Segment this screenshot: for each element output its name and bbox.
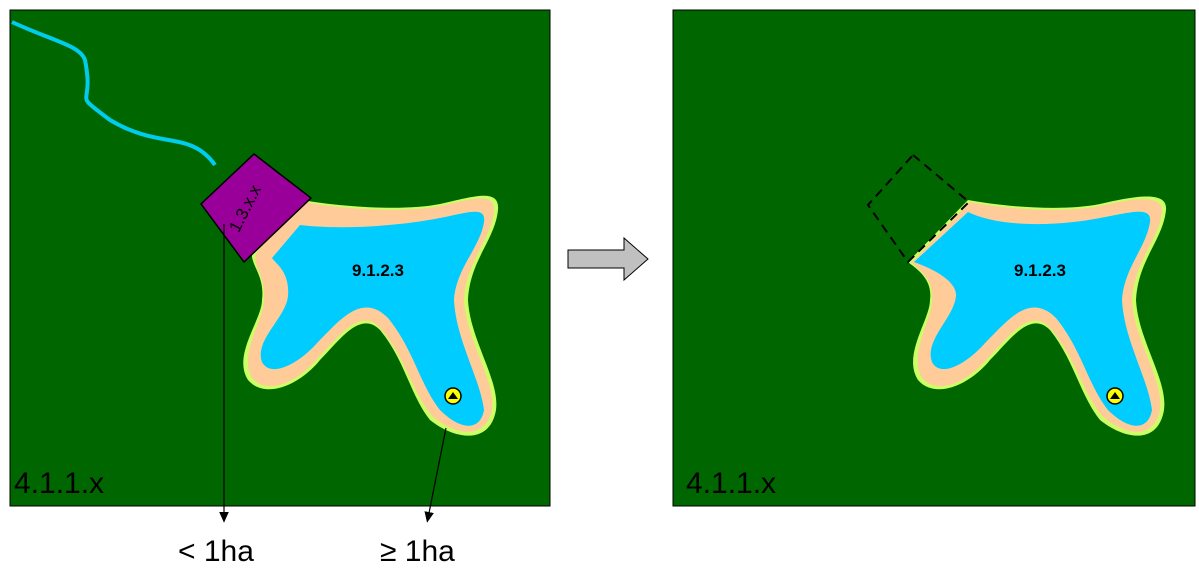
- removed-patch-outline: [866, 153, 971, 264]
- zone-label: 4.1.1.x: [14, 467, 104, 500]
- circular-emblem-icon: [444, 387, 462, 405]
- right-map-panel: 9.1.2.3 4.1.1.x: [672, 9, 1196, 507]
- river-line: [11, 20, 217, 167]
- circular-emblem-icon: [1106, 387, 1124, 405]
- lake-water: [914, 211, 1152, 426]
- zone-label: 4.1.1.x: [686, 467, 776, 500]
- left-map-panel: 1.3.x.x 9.1.2.3 4.1.1.x: [9, 9, 551, 507]
- lake-label: 9.1.2.3: [1014, 261, 1066, 280]
- urban-patch: 1.3.x.x: [200, 153, 313, 264]
- large-area-label: ≥ 1ha: [380, 535, 455, 568]
- hollow-right-arrow-icon: [567, 236, 649, 282]
- lake-water: [260, 211, 485, 426]
- small-area-label: < 1ha: [178, 535, 254, 568]
- large-area-arrow: [424, 427, 447, 523]
- lake-label: 9.1.2.3: [352, 261, 404, 280]
